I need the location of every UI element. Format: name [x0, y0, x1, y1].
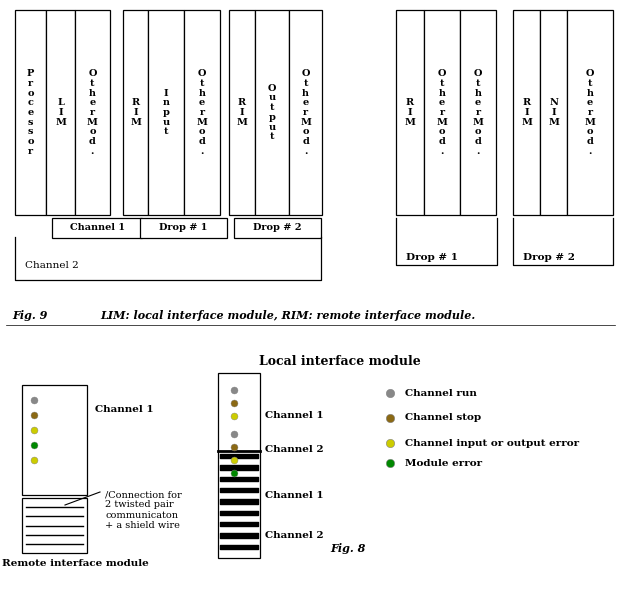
Bar: [22, 498, 87, 553]
Bar: [229, 10, 255, 215]
Text: Drop # 1: Drop # 1: [406, 253, 458, 262]
Text: O
t
h
e
r
M
o
d
.: O t h e r M o d .: [87, 69, 98, 156]
Text: Channel 1: Channel 1: [265, 410, 324, 419]
Text: R
I
M: R I M: [521, 98, 532, 127]
Bar: [513, 10, 540, 215]
Text: O
t
h
e
r
M
o
d
.: O t h e r M o d .: [473, 69, 483, 156]
Text: Drop # 2: Drop # 2: [253, 223, 302, 232]
Text: Fig. 9: Fig. 9: [12, 310, 47, 321]
Text: Channel 2: Channel 2: [25, 261, 79, 270]
Bar: [184, 10, 220, 215]
Text: LIM: local interface module, RIM: remote interface module.: LIM: local interface module, RIM: remote…: [100, 310, 475, 321]
Bar: [255, 10, 289, 215]
Text: Channel stop: Channel stop: [405, 413, 481, 422]
Text: Channel 1: Channel 1: [70, 223, 124, 232]
Bar: [396, 10, 424, 215]
Text: L
I
M: L I M: [55, 98, 66, 127]
Text: Remote interface module: Remote interface module: [2, 558, 149, 567]
Bar: [424, 10, 460, 215]
Bar: [540, 10, 567, 215]
Bar: [140, 218, 227, 238]
Text: R
I
M: R I M: [130, 98, 141, 127]
Text: Channel input or output error: Channel input or output error: [405, 438, 579, 447]
Text: N
I
M: N I M: [548, 98, 559, 127]
Bar: [52, 218, 142, 238]
Text: O
t
h
e
r
M
o
d
.: O t h e r M o d .: [197, 69, 207, 156]
Text: I
n
p
u
t: I n p u t: [163, 89, 170, 137]
Text: O
u
t
p
u
t: O u t p u t: [268, 84, 276, 141]
Text: Local interface module: Local interface module: [259, 355, 421, 368]
Text: O
t
h
e
r
M
o
d
.: O t h e r M o d .: [301, 69, 311, 156]
Bar: [15, 10, 47, 215]
Text: Drop # 2: Drop # 2: [523, 253, 575, 262]
Text: Channel run: Channel run: [405, 388, 477, 397]
Bar: [148, 10, 184, 215]
Text: Channel 2: Channel 2: [265, 446, 324, 454]
Text: Channel 1: Channel 1: [265, 491, 324, 500]
Text: O
t
h
e
r
M
o
d
.: O t h e r M o d .: [584, 69, 596, 156]
Bar: [123, 10, 148, 215]
Text: O
t
h
e
r
M
o
d
.: O t h e r M o d .: [437, 69, 448, 156]
Bar: [289, 10, 322, 215]
Text: Drop # 1: Drop # 1: [160, 223, 207, 232]
Bar: [234, 218, 321, 238]
Text: P
r
o
c
e
s
s
o
r: P r o c e s s o r: [27, 69, 34, 156]
Text: R
I
M: R I M: [404, 98, 415, 127]
Text: Channel 1: Channel 1: [95, 406, 153, 415]
Bar: [567, 10, 613, 215]
Text: Module error: Module error: [405, 459, 482, 467]
Bar: [22, 385, 87, 495]
Text: Channel 2: Channel 2: [265, 530, 324, 539]
Bar: [218, 373, 260, 558]
Bar: [47, 10, 75, 215]
Bar: [460, 10, 496, 215]
Text: /Connection for
2 twisted pair
communicaton
+ a shield wire: /Connection for 2 twisted pair communica…: [105, 490, 182, 530]
Bar: [75, 10, 110, 215]
Text: Fig. 8: Fig. 8: [330, 542, 365, 554]
Text: R
I
M: R I M: [237, 98, 247, 127]
